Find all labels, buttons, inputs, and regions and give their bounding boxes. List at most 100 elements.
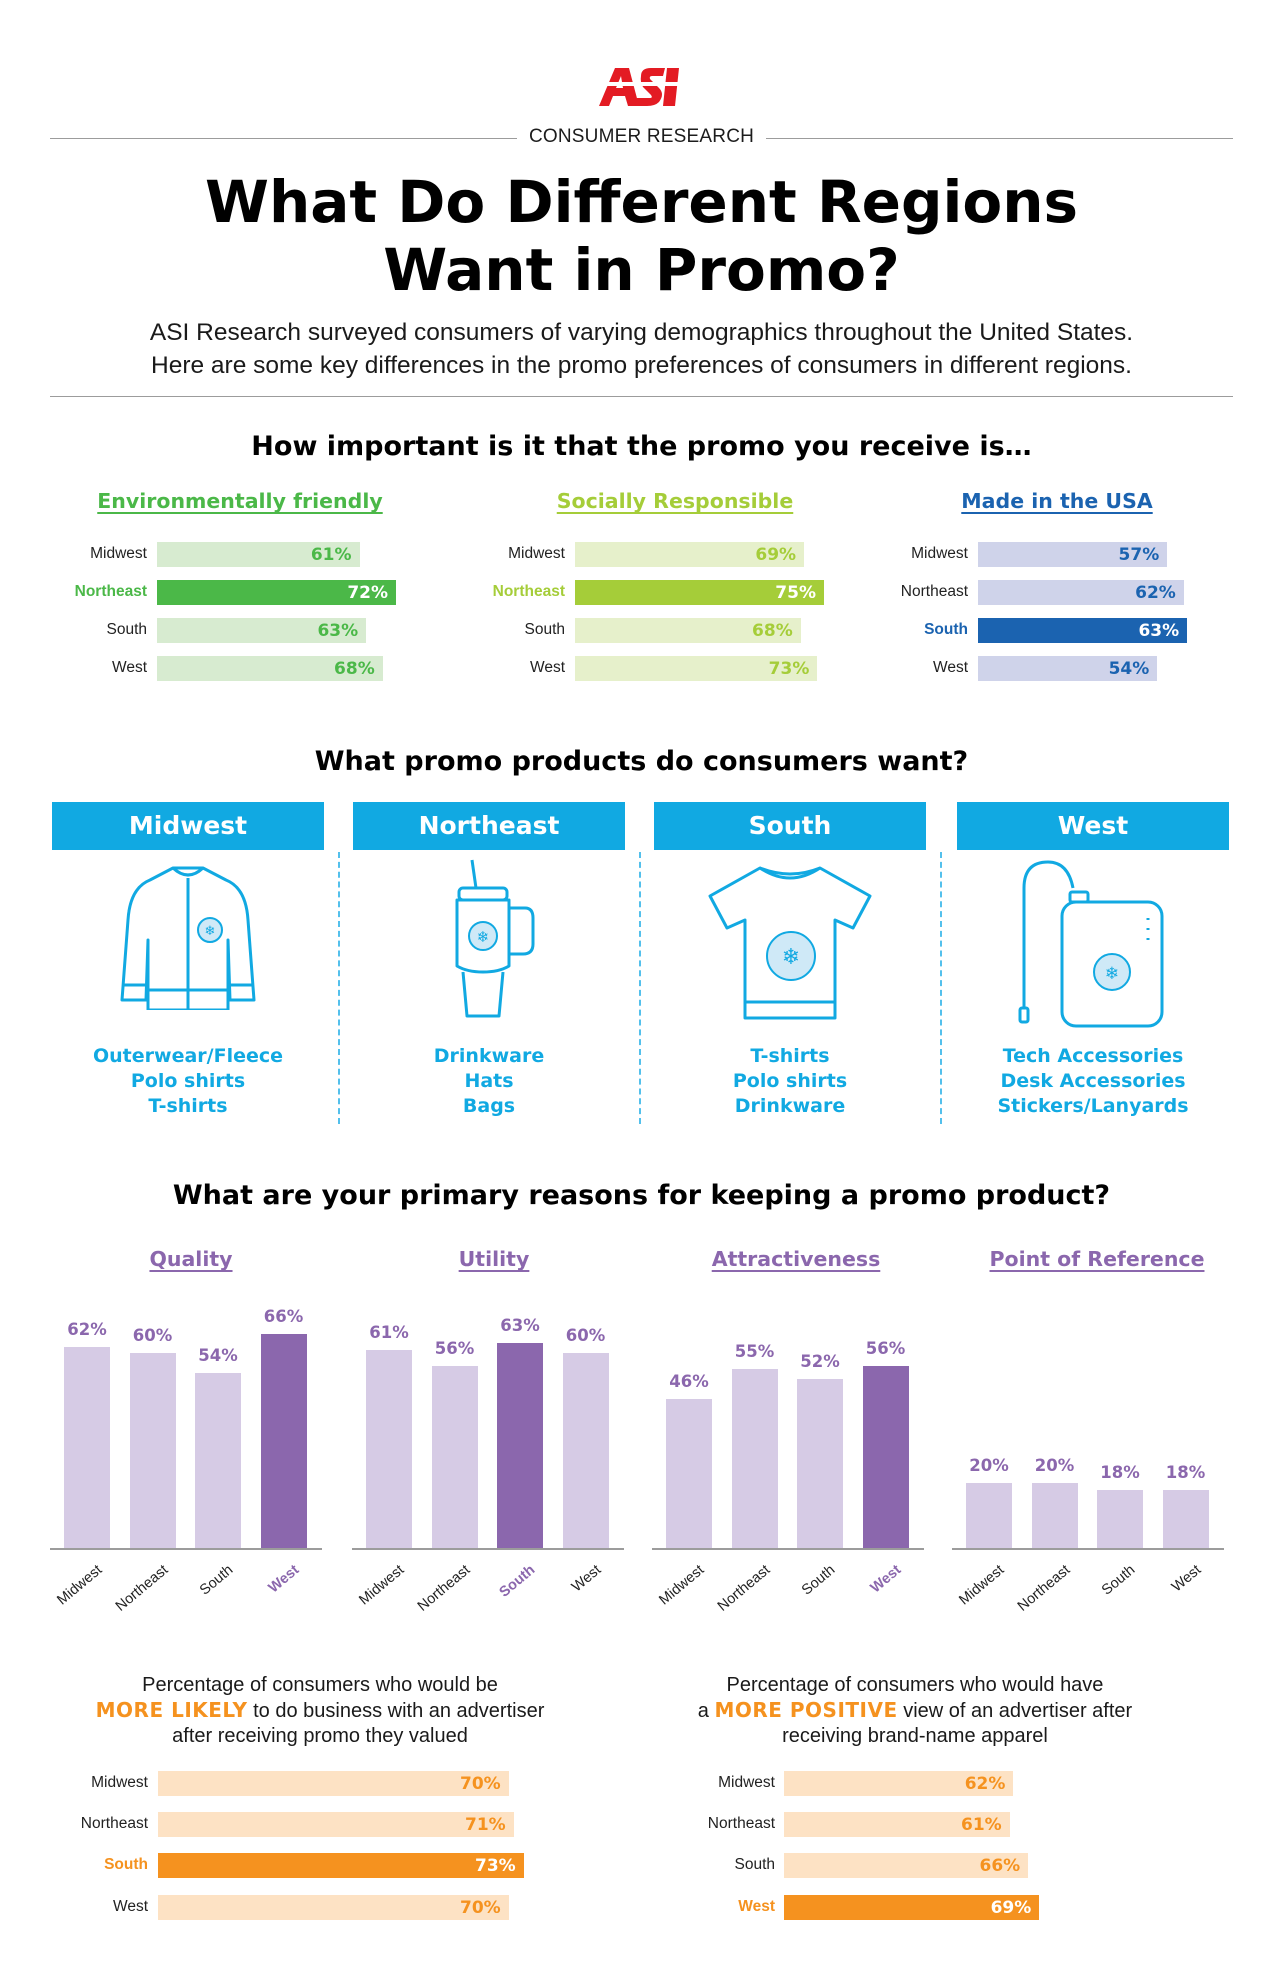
chart-bar [1031,1483,1078,1548]
chart-data-label: 18% [1165,1462,1206,1482]
importance-row-label: Midwest [90,545,147,562]
likely-statement: Percentage of consumers who would be MOR… [95,1674,545,1747]
importance-title: How important is it that the promo you r… [251,431,1032,462]
positive-bar-value: 62% [964,1774,1006,1794]
chart-bar [497,1343,543,1548]
positive-row-label: Midwest [718,1774,775,1791]
importance-bar-value: 57% [1118,545,1160,565]
chart-bar [862,1366,909,1548]
svg-text:❄: ❄ [1105,964,1119,984]
likely-bar: 70% [158,1895,509,1920]
importance-row-label: South [924,621,968,638]
page-title: What Do Different Regions Want in Promo? [204,168,1079,304]
chart-title: Point of Reference [989,1247,1205,1271]
tshirt-icon: ❄ [705,862,875,1026]
likely-bar: 70% [158,1771,509,1796]
importance-bar: 62% [978,580,1184,605]
importance-subtitle: Socially Responsible [556,489,794,513]
importance-subtitle: Environmentally friendly [97,489,383,513]
positive-statement: Percentage of consumers who would have a… [697,1674,1133,1747]
positive-bar: 69% [784,1895,1040,1920]
importance-row-label: Midwest [911,545,968,562]
chart-bar [195,1372,241,1548]
product-item: Polo shirts [130,1070,246,1092]
chart-bar [260,1333,307,1548]
chart-bar [431,1366,478,1548]
product-item: Bags [462,1095,516,1117]
importance-subtitle: Made in the USA [961,489,1153,513]
chart-data-label: 20% [1034,1456,1075,1475]
importance-bar: 69% [575,542,805,567]
chart-bar [366,1349,412,1548]
importance-bar-value: 72% [347,583,389,603]
importance-bar-value: 69% [755,545,797,565]
chart-data-label: 18% [1100,1462,1140,1482]
importance-bar-value: 63% [1138,621,1180,641]
chart-bar [64,1346,110,1548]
chart-bar [562,1353,609,1548]
importance-row-label: Northeast [900,583,968,600]
importance-row-label: South [524,621,565,638]
product-item: Drinkware [734,1095,846,1117]
svg-text:❄: ❄ [205,924,216,939]
importance-bar-value: 73% [768,659,810,679]
column-divider [338,852,340,1124]
importance-bar: 73% [575,656,818,681]
positive-row-label: Northeast [707,1815,775,1832]
chart-bar [1162,1489,1209,1548]
product-item: Drinkware [433,1045,545,1067]
product-list: T-shirts Polo shirts Drinkware [654,1044,926,1119]
chart-bar [797,1379,843,1548]
importance-bar: 63% [157,618,367,643]
chart-data-label: 66% [263,1306,304,1326]
importance-row-label: West [529,659,565,676]
importance-bar: 54% [978,656,1158,681]
chart-axis [952,1548,1224,1550]
chart-data-label: 54% [198,1345,238,1365]
likely-row-label: Northeast [80,1815,148,1832]
product-list: Outerwear/Fleece Polo shirts T-shirts [52,1044,324,1119]
product-item: T-shirts [750,1045,830,1067]
importance-bar-value: 61% [310,545,352,565]
chart-data-label: 61% [369,1322,409,1342]
region-header-midwest: Midwest [52,802,324,850]
product-item: Desk Accessories [1000,1070,1186,1092]
product-item: Tech Accessories [1002,1045,1184,1067]
chart-data-label: 46% [669,1371,709,1391]
importance-bar-value: 63% [317,621,359,641]
positive-bar-value: 61% [960,1815,1002,1835]
positive-bar: 62% [784,1771,1014,1796]
region-header-northeast: Northeast [353,802,625,850]
chart-data-label: 56% [434,1339,475,1358]
chart-bar [129,1353,176,1548]
products-title: What promo products do consumers want? [314,746,969,777]
kicker-label: CONSUMER RESEARCH [0,126,1283,148]
positive-bar: 66% [784,1853,1029,1878]
product-list: Tech Accessories Desk Accessories Stickers… [957,1044,1229,1119]
importance-row-label: West [932,659,968,676]
importance-bar: 75% [575,580,824,605]
positive-bar-value: 69% [990,1898,1032,1918]
reasons-title: What are your primary reasons for keepin… [172,1180,1111,1211]
chart-title: Quality [149,1247,233,1271]
jacket-icon: ❄ [118,860,258,1014]
importance-bar-value: 68% [334,659,375,679]
importance-bar: 68% [157,656,383,681]
chart-axis [50,1548,322,1550]
product-list: Drinkware Hats Bags [353,1044,625,1119]
importance-row-label: Northeast [492,583,565,600]
product-item: Hats [464,1070,514,1092]
likely-row-label: Midwest [91,1774,148,1791]
chart-data-label: 60% [565,1326,606,1345]
importance-bar: 63% [978,618,1188,643]
column-divider [639,852,641,1124]
importance-bar: 68% [575,618,801,643]
likely-row-label: South [104,1856,148,1873]
product-item: Stickers/Lanyards [997,1095,1189,1117]
product-item: Outerwear/Fleece [93,1045,283,1067]
chart-data-label: 63% [500,1316,540,1336]
likely-bar: 73% [158,1853,524,1878]
chart-data-label: 55% [734,1342,775,1362]
chart-data-label: 60% [132,1326,173,1345]
power-bank-icon: ❄ [1018,858,1168,1032]
